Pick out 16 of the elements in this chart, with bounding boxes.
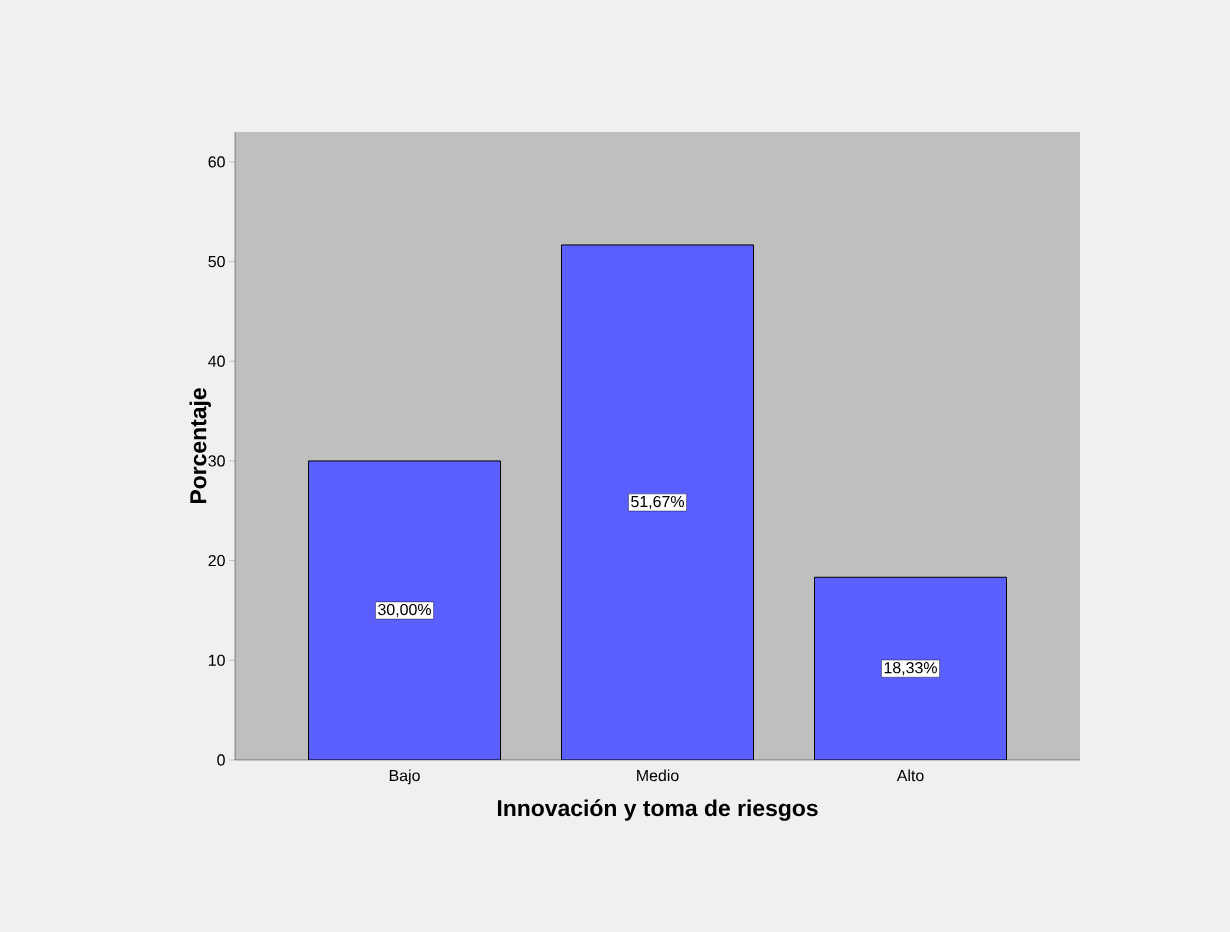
data-label: 30,00%	[378, 603, 431, 618]
y-tick-label: 10	[208, 654, 225, 666]
y-tick-label: 50	[208, 255, 225, 268]
y-tick-label: 60	[208, 156, 225, 168]
bar	[561, 244, 755, 760]
data-label: 51,67%	[631, 495, 684, 510]
y-tick-label: 0	[217, 754, 225, 766]
x-axis-title: Innovación y toma de riesgos	[497, 799, 818, 821]
y-tick-label: 20	[208, 554, 225, 567]
data-label: 18,33%	[884, 662, 937, 676]
x-tick-label: Bajo	[389, 769, 420, 785]
x-tick-label: Alto	[896, 769, 924, 782]
bar	[814, 576, 1008, 760]
y-tick-label: 40	[208, 355, 225, 367]
bar	[308, 460, 502, 760]
x-tick-label: Medio	[637, 769, 679, 782]
